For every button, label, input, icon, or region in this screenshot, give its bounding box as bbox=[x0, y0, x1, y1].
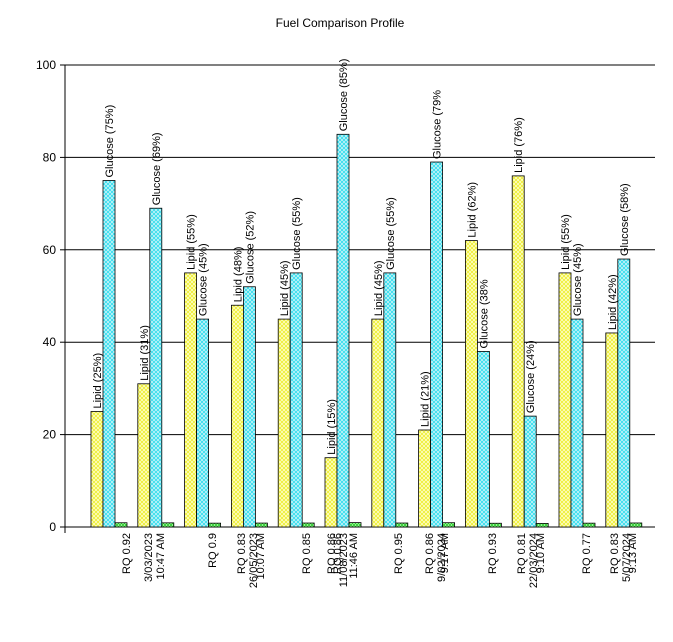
lipid-bar bbox=[137, 383, 151, 528]
x-axis: RQ 0.92 3/03/2023 10:47 AM RQ 0.9 RQ 0.83 26/… bbox=[121, 533, 639, 588]
x-tick-label: 9:17 AM bbox=[439, 533, 451, 573]
rq-bar bbox=[208, 522, 222, 528]
lipid-data-label: Lipid (62%) bbox=[466, 182, 478, 238]
rq-bar bbox=[488, 522, 502, 528]
glucose-bar bbox=[383, 272, 397, 528]
lipid-bar bbox=[418, 429, 432, 528]
x-tick-label: RQ 0.77 bbox=[581, 533, 593, 574]
lipid-bar bbox=[230, 304, 244, 528]
rq-bar bbox=[442, 522, 456, 528]
x-tick-label: 3/03/2023 bbox=[143, 533, 155, 582]
y-axis: 0 20 40 60 80 100 bbox=[36, 58, 65, 534]
glucose-data-label: Glucose (55%) bbox=[291, 197, 303, 270]
x-tick-label: 11:46 AM bbox=[348, 533, 360, 579]
x-tick-label: RQ 0.85 bbox=[301, 533, 313, 574]
rq-bar bbox=[301, 522, 315, 528]
lipid-bar bbox=[464, 240, 478, 528]
glucose-data-label: Glucose (85%) bbox=[338, 59, 350, 132]
glucose-bar bbox=[570, 318, 584, 528]
y-tick-label: 0 bbox=[49, 520, 56, 534]
lipid-data-label: Lipid (15%) bbox=[326, 399, 338, 455]
x-tick-label: 9/02/2024 bbox=[436, 533, 448, 582]
x-tick-label: RQ 0.86 bbox=[326, 533, 338, 574]
glucose-bar bbox=[242, 286, 256, 528]
lipid-bar bbox=[511, 175, 525, 528]
lipid-bar bbox=[277, 318, 291, 528]
y-tick-label: 40 bbox=[43, 335, 57, 349]
y-tick-label: 60 bbox=[43, 243, 57, 257]
rq-bar bbox=[254, 522, 268, 528]
bar-series bbox=[90, 133, 643, 528]
rq-bar bbox=[114, 522, 128, 528]
lipid-bar bbox=[90, 411, 104, 528]
glucose-data-label: Glucose (52%) bbox=[244, 211, 256, 284]
x-tick-label: 9:13 AM bbox=[627, 533, 639, 573]
lipid-data-label: Lipid (25%) bbox=[92, 353, 104, 409]
x-tick-label: 9:10 AM bbox=[535, 533, 547, 573]
glucose-bar bbox=[149, 207, 163, 528]
lipid-data-label: Lipid (31%) bbox=[139, 325, 151, 381]
lipid-data-label: Lipid (76%) bbox=[513, 117, 525, 173]
rq-bar bbox=[348, 522, 362, 528]
x-tick-label: RQ 0.95 bbox=[393, 533, 405, 574]
x-tick-label: RQ 0.9 bbox=[207, 533, 219, 568]
glucose-data-label: Glucose (24%) bbox=[525, 340, 537, 413]
x-tick-label: 10:07 AM bbox=[255, 533, 267, 579]
rq-bar bbox=[161, 522, 175, 528]
glucose-data-label: Glucose (58%) bbox=[619, 183, 631, 256]
lipid-bar bbox=[371, 318, 385, 528]
bar-labels: Lipid (25%) Glucose (75%) Lipid (31%) Gluco… bbox=[92, 59, 631, 455]
x-tick-label: RQ 0.86 bbox=[424, 533, 436, 574]
glucose-data-label: Glucose (75%) bbox=[104, 105, 116, 178]
glucose-data-label: Glucose (45%) bbox=[198, 243, 210, 316]
y-tick-label: 20 bbox=[43, 428, 57, 442]
x-tick-label: RQ 0.86 bbox=[332, 533, 344, 574]
x-tick-label: RQ 0.83 bbox=[236, 533, 248, 574]
x-tick-label: RQ 0.81 bbox=[516, 533, 528, 574]
glucose-bar bbox=[196, 318, 210, 528]
glucose-data-label: Glucose (38% bbox=[478, 279, 490, 348]
lipid-bar bbox=[324, 457, 338, 528]
rq-bar bbox=[535, 523, 549, 528]
x-tick-label: 5/07/2024 bbox=[621, 533, 633, 582]
glucose-data-label: Glucose (79% bbox=[432, 90, 444, 159]
lipid-bar bbox=[184, 272, 198, 528]
glucose-bar bbox=[617, 258, 631, 528]
rq-bar bbox=[395, 522, 409, 528]
x-tick-label: RQ 0.93 bbox=[487, 533, 499, 574]
lipid-data-label: Lipid (48%) bbox=[232, 247, 244, 303]
lipid-bar bbox=[605, 332, 619, 528]
rq-bar bbox=[629, 522, 643, 528]
lipid-data-label: Lipid (55%) bbox=[186, 214, 198, 270]
glucose-data-label: Glucose (69%) bbox=[151, 132, 163, 205]
lipid-data-label: Lipid (42%) bbox=[607, 274, 619, 330]
lipid-data-label: Lipid (45%) bbox=[279, 260, 291, 316]
lipid-data-label: Lipid (45%) bbox=[373, 260, 385, 316]
glucose-bar bbox=[102, 180, 116, 528]
x-tick-label: 10:47 AM bbox=[155, 533, 167, 579]
y-tick-label: 80 bbox=[43, 150, 57, 164]
lipid-data-label: Lipid (21%) bbox=[420, 371, 432, 427]
glucose-data-label: Glucose (45%) bbox=[572, 243, 584, 316]
x-tick-label: RQ 0.92 bbox=[121, 533, 133, 574]
x-tick-label: 26/05/2023 bbox=[248, 533, 260, 588]
lipid-bar bbox=[558, 272, 572, 528]
rq-bar bbox=[582, 522, 596, 528]
glucose-bar bbox=[430, 161, 444, 528]
x-tick-label: 22/03/2024 bbox=[528, 533, 540, 588]
lipid-data-label: Lipid (55%) bbox=[560, 214, 572, 270]
chart-title: Fuel Comparison Profile bbox=[276, 16, 405, 30]
x-tick-label: RQ 0.83 bbox=[609, 533, 621, 574]
glucose-data-label: Glucose (55%) bbox=[385, 197, 397, 270]
x-tick-label: 11/08/2023 bbox=[338, 533, 350, 587]
glucose-bar bbox=[476, 351, 490, 528]
glucose-bar bbox=[523, 415, 537, 528]
glucose-bar bbox=[336, 133, 350, 528]
glucose-bar bbox=[289, 272, 303, 528]
y-tick-label: 100 bbox=[36, 58, 56, 72]
